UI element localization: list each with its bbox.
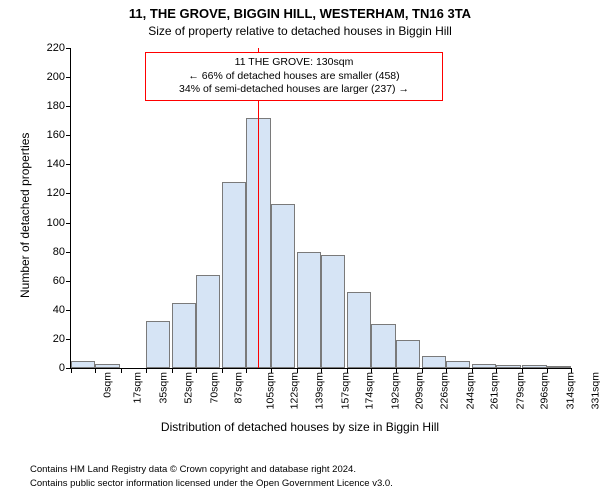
histogram-bar xyxy=(271,204,295,368)
histogram-bar xyxy=(297,252,321,368)
xtick-label: 157sqm xyxy=(339,372,351,409)
histogram-bar xyxy=(547,366,571,368)
x-axis-label: Distribution of detached houses by size … xyxy=(0,420,600,434)
xtick-mark xyxy=(422,368,423,373)
histogram-bar xyxy=(422,356,446,368)
xtick-mark xyxy=(146,368,147,373)
histogram-bar xyxy=(222,182,246,368)
histogram-bar xyxy=(95,364,119,368)
xtick-label: 209sqm xyxy=(414,372,426,409)
xtick-label: 35sqm xyxy=(158,372,170,404)
xtick-mark xyxy=(196,368,197,373)
xtick-mark xyxy=(522,368,523,373)
xtick-mark xyxy=(297,368,298,373)
ytick-label: 100 xyxy=(47,217,71,229)
xtick-label: 105sqm xyxy=(264,372,276,409)
annotation-line-3: 34% of semi-detached houses are larger (… xyxy=(154,83,434,97)
xtick-mark xyxy=(95,368,96,373)
xtick-label: 192sqm xyxy=(389,372,401,409)
xtick-mark xyxy=(271,368,272,373)
ytick-label: 20 xyxy=(53,333,71,345)
annotation-line-2: ← 66% of detached houses are smaller (45… xyxy=(154,70,434,84)
chart-subtitle: Size of property relative to detached ho… xyxy=(0,24,600,38)
ytick-label: 40 xyxy=(53,304,71,316)
xtick-mark xyxy=(446,368,447,373)
xtick-label: 87sqm xyxy=(233,372,245,404)
xtick-mark xyxy=(547,368,548,373)
chart-container: 11, THE GROVE, BIGGIN HILL, WESTERHAM, T… xyxy=(0,0,600,500)
xtick-mark xyxy=(347,368,348,373)
histogram-bar xyxy=(446,361,470,368)
xtick-mark xyxy=(472,368,473,373)
xtick-label: 17sqm xyxy=(132,372,144,404)
footer-line-1: Contains HM Land Registry data © Crown c… xyxy=(30,464,356,476)
ytick-label: 80 xyxy=(53,246,71,258)
xtick-label: 261sqm xyxy=(488,372,500,409)
xtick-mark xyxy=(496,368,497,373)
xtick-label: 314sqm xyxy=(565,372,577,409)
xtick-mark xyxy=(222,368,223,373)
xtick-mark xyxy=(71,368,72,373)
xtick-mark xyxy=(246,368,247,373)
xtick-label: 174sqm xyxy=(363,372,375,409)
chart-title: 11, THE GROVE, BIGGIN HILL, WESTERHAM, T… xyxy=(0,6,600,21)
histogram-bar xyxy=(371,324,395,368)
histogram-bar xyxy=(146,321,170,368)
xtick-label: 139sqm xyxy=(313,372,325,409)
xtick-label: 70sqm xyxy=(208,372,220,404)
ytick-label: 140 xyxy=(47,158,71,170)
xtick-mark xyxy=(121,368,122,373)
histogram-bar xyxy=(347,292,371,368)
xtick-label: 244sqm xyxy=(464,372,476,409)
xtick-mark xyxy=(371,368,372,373)
histogram-bar xyxy=(496,365,520,368)
xtick-label: 331sqm xyxy=(589,372,600,409)
annotation-box: 11 THE GROVE: 130sqm ← 66% of detached h… xyxy=(145,52,443,101)
histogram-bar xyxy=(196,275,220,368)
histogram-bar xyxy=(321,255,345,368)
ytick-label: 120 xyxy=(47,187,71,199)
footer-line-2: Contains public sector information licen… xyxy=(30,478,393,490)
xtick-label: 122sqm xyxy=(289,372,301,409)
xtick-label: 0sqm xyxy=(102,372,114,398)
xtick-mark xyxy=(571,368,572,373)
xtick-label: 296sqm xyxy=(539,372,551,409)
histogram-bar xyxy=(522,365,546,368)
xtick-mark xyxy=(172,368,173,373)
ytick-label: 200 xyxy=(47,71,71,83)
ytick-label: 160 xyxy=(47,129,71,141)
annotation-line-1: 11 THE GROVE: 130sqm xyxy=(154,56,434,70)
xtick-label: 279sqm xyxy=(514,372,526,409)
ytick-label: 180 xyxy=(47,100,71,112)
histogram-bar xyxy=(71,361,95,368)
xtick-label: 52sqm xyxy=(182,372,194,404)
ytick-label: 220 xyxy=(47,42,71,54)
ytick-label: 60 xyxy=(53,275,71,287)
histogram-bar xyxy=(472,364,496,368)
y-axis-label: Number of detached properties xyxy=(18,133,32,298)
histogram-bar xyxy=(172,303,196,368)
xtick-label: 226sqm xyxy=(438,372,450,409)
xtick-mark xyxy=(321,368,322,373)
histogram-bar xyxy=(396,340,420,368)
xtick-mark xyxy=(396,368,397,373)
ytick-label: 0 xyxy=(59,362,71,374)
